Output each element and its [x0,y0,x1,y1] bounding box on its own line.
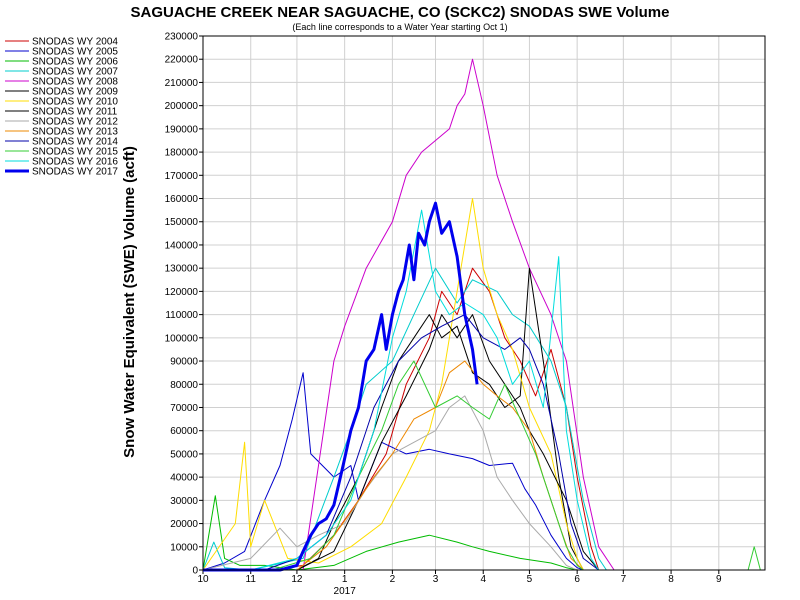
series-line-2 [202,495,578,571]
y-tick-label: 160000 [165,194,199,205]
y-tick-label: 210000 [165,78,199,89]
legend-label: SNODAS WY 2015 [32,147,118,158]
legend-label: SNODAS WY 2004 [32,37,118,48]
x-tick-label: 12 [291,574,303,585]
y-tick-label: 180000 [165,148,199,159]
y-tick-label: 0 [192,566,198,577]
chart-subtitle: (Each line corresponds to a Water Year s… [292,22,507,32]
y-tick-label: 150000 [165,217,199,228]
series-line-12 [203,209,600,571]
series-line-1 [202,372,584,571]
legend-label: SNODAS WY 2014 [32,137,118,148]
x-tick-label: 5 [527,574,533,585]
y-tick-label: 170000 [165,171,199,182]
x-tick-label: 8 [668,574,674,585]
series-line-3 [202,267,607,571]
x-tick-label: 6 [574,574,580,585]
x-tick-label: 1 [342,574,348,585]
x-year-label: 2017 [334,586,357,597]
x-tick-label: 9 [716,574,722,585]
x-tick-label: 11 [246,574,257,585]
y-tick-label: 100000 [165,333,199,344]
x-tick-label: 4 [480,574,486,585]
series-line-8 [202,395,578,571]
series-line-7 [203,314,600,571]
y-tick-label: 80000 [170,380,198,391]
x-tick-label: 7 [621,574,627,585]
y-tick-label: 20000 [170,519,198,530]
legend-label: SNODAS WY 2009 [32,87,118,98]
y-tick-label: 50000 [170,449,198,460]
y-tick-label: 120000 [165,287,199,298]
legend-label: SNODAS WY 2008 [32,77,118,88]
x-tick-label: 2 [390,574,396,585]
legend-label: SNODAS WY 2016 [32,157,118,168]
y-tick-label: 140000 [165,240,199,251]
y-tick-label: 30000 [170,496,198,507]
y-tick-label: 110000 [165,310,198,321]
legend-label: SNODAS WY 2010 [32,97,118,108]
y-tick-label: 220000 [165,55,199,66]
x-tick-label: 10 [197,574,209,585]
chart-title: SAGUACHE CREEK NEAR SAGUACHE, CO (SCKC2)… [131,4,670,21]
y-tick-label: 190000 [165,124,199,135]
legend-label: SNODAS WY 2005 [32,47,118,58]
y-tick-label: 10000 [170,542,198,553]
legend-label: SNODAS WY 2017 [32,167,118,178]
y-tick-label: 40000 [170,473,198,484]
axis-ticks: 0 10000 20000 30000 40000 50000 60000 70000 8000… [165,32,722,598]
legend-label: SNODAS WY 2011 [32,107,118,118]
y-tick-label: 130000 [165,264,199,275]
y-tick-label: 60000 [170,426,198,437]
legend-label: SNODAS WY 2013 [32,127,118,138]
plot-area [203,36,765,570]
y-axis-label: Snow Water Equivalent (SWE) Volume (acft… [121,146,138,458]
x-tick-label: 3 [433,574,439,585]
legend-label: SNODAS WY 2006 [32,57,118,68]
plot-frame [202,35,766,571]
y-tick-label: 230000 [165,32,199,43]
y-tick-label: 200000 [165,101,199,112]
legend-label: SNODAS WY 2012 [32,117,118,128]
y-tick-label: 90000 [170,357,198,368]
series-line-13 [203,201,479,572]
y-tick-label: 70000 [170,403,198,414]
series-line-5 [203,267,584,571]
series-line-4 [203,58,615,571]
legend-label: SNODAS WY 2007 [32,67,118,78]
